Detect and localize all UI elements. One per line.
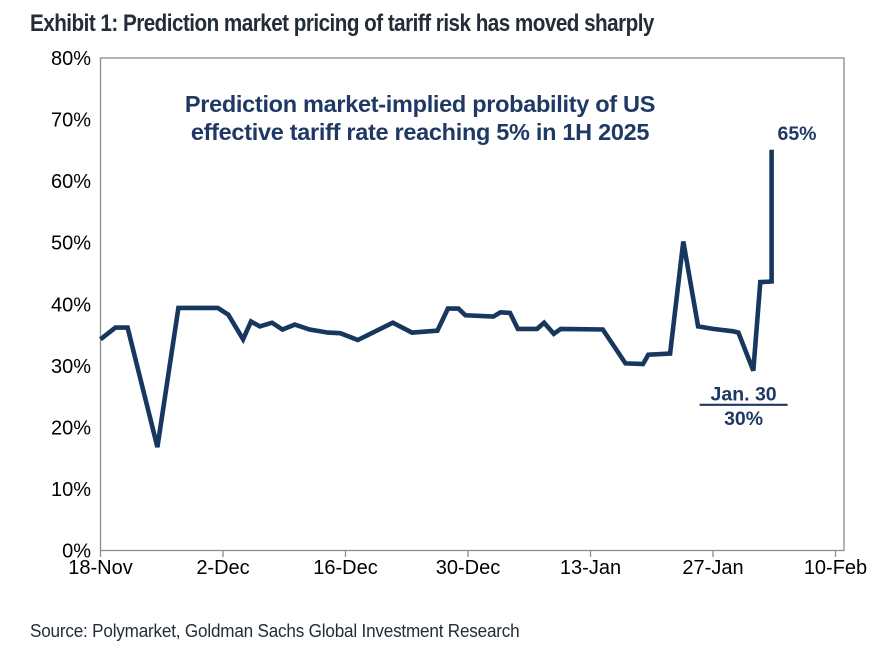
annotation-dip-value: 30% <box>724 408 763 430</box>
y-axis-labels: 80% 70% 60% 50% 40% 30% 20% 10% 0% <box>51 48 91 563</box>
y-tick-label: 10% <box>51 479 91 501</box>
source-attribution: Source: Polymarket, Goldman Sachs Global… <box>30 621 520 641</box>
chart-title-line1: Prediction market-implied probability of… <box>185 91 655 117</box>
y-tick-label: 20% <box>51 417 91 439</box>
x-axis-labels: 18-Nov 2-Dec 16-Dec 30-Dec 13-Jan 27-Jan… <box>68 557 867 579</box>
annotation-spike-value: 65% <box>777 123 816 145</box>
line-chart: 80% 70% 60% 50% 40% 30% 20% 10% 0% 18-No… <box>51 48 867 579</box>
x-tick-label: 27-Jan <box>682 557 743 579</box>
axis-tick-marks <box>99 550 837 557</box>
chart-title-line2: effective tariff rate reaching 5% in 1H … <box>191 119 650 145</box>
x-tick-label: 10-Feb <box>804 557 867 579</box>
y-tick-label: 80% <box>51 48 91 70</box>
x-tick-label: 16-Dec <box>313 557 377 579</box>
x-tick-label: 2-Dec <box>196 557 249 579</box>
annotation-dip-date: Jan. 30 <box>711 383 777 405</box>
y-tick-label: 50% <box>51 233 91 255</box>
series-line <box>99 149 774 448</box>
y-tick-label: 60% <box>51 171 91 193</box>
exhibit-title: Exhibit 1: Prediction market pricing of … <box>30 10 654 37</box>
y-tick-label: 30% <box>51 356 91 378</box>
x-tick-label: 18-Nov <box>68 557 132 579</box>
y-tick-label: 0% <box>62 541 91 563</box>
x-tick-label: 30-Dec <box>436 557 500 579</box>
y-tick-label: 70% <box>51 110 91 132</box>
plot-border <box>99 57 845 552</box>
x-tick-label: 13-Jan <box>560 557 621 579</box>
y-tick-label: 40% <box>51 294 91 316</box>
